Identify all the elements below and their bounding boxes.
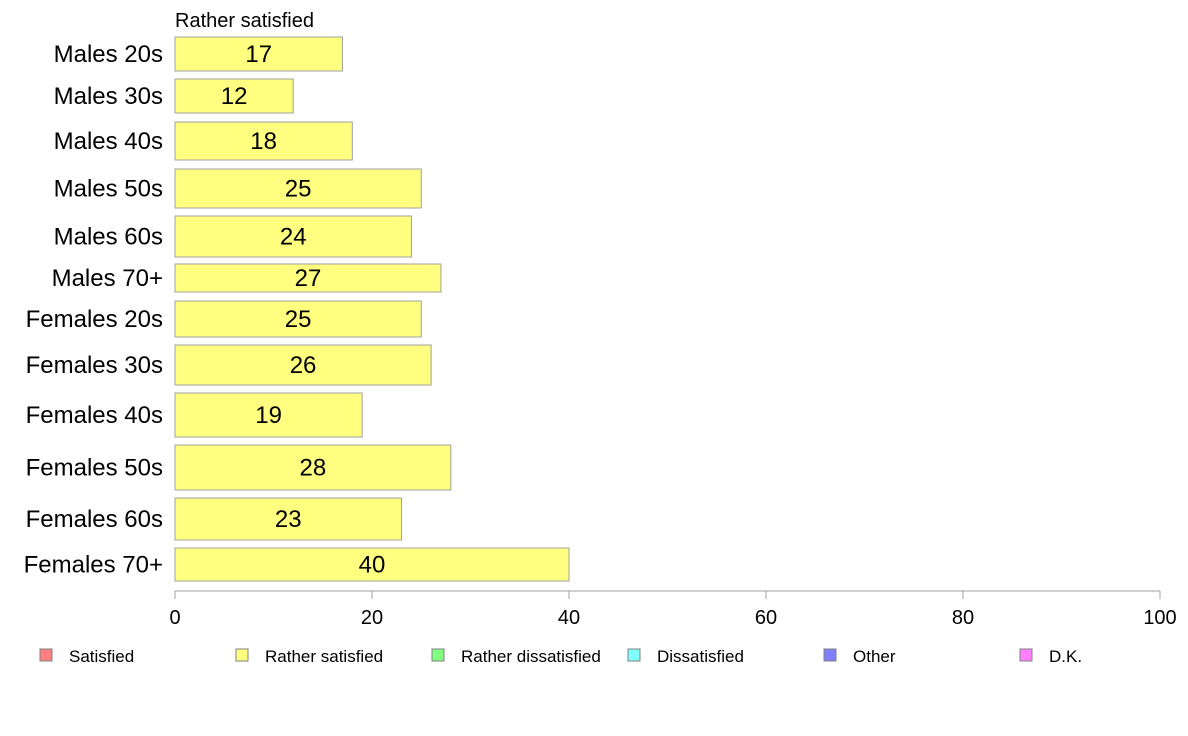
- legend-swatch: [39, 648, 53, 662]
- category-label: Males 70+: [52, 265, 163, 292]
- bar: [174, 78, 294, 114]
- legend-label: Rather dissatisfied: [461, 647, 601, 666]
- value-label: 40: [359, 552, 386, 579]
- category-label: Males 50s: [54, 176, 163, 203]
- category-label: Males 30s: [54, 83, 163, 110]
- value-label: 17: [245, 41, 272, 68]
- bar: [174, 547, 570, 582]
- x-tick-label: 20: [361, 607, 383, 629]
- legend-label: Other: [853, 647, 896, 666]
- value-label: 27: [295, 265, 322, 292]
- legend-label: D.K.: [1049, 647, 1082, 666]
- value-label: 26: [290, 352, 317, 379]
- bar: [174, 344, 432, 386]
- x-tick-label: 40: [558, 607, 580, 629]
- category-label: Females 40s: [26, 402, 163, 429]
- category-label: Females 60s: [26, 506, 163, 533]
- x-tick-label: 60: [755, 607, 777, 629]
- legend-swatch: [823, 648, 837, 662]
- bar: [174, 263, 442, 293]
- value-label: 18: [250, 128, 277, 155]
- category-label: Females 30s: [26, 352, 163, 379]
- legend-swatch: [431, 648, 445, 662]
- legend-swatch: [1019, 648, 1033, 662]
- value-label: 25: [285, 306, 312, 333]
- bar: [174, 168, 422, 209]
- category-label: Males 60s: [54, 224, 163, 251]
- category-label: Females 50s: [26, 455, 163, 482]
- legend-swatch: [627, 648, 641, 662]
- value-label: 24: [280, 224, 307, 251]
- category-label: Females 20s: [26, 306, 163, 333]
- category-label: Males 20s: [54, 41, 163, 68]
- legend-label: Rather satisfied: [265, 647, 383, 666]
- bar: [174, 300, 422, 338]
- bar: [174, 392, 363, 438]
- category-label: Females 70+: [24, 552, 163, 579]
- value-label: 19: [255, 402, 282, 429]
- x-tick-label: 0: [169, 607, 180, 629]
- bar: [174, 36, 343, 72]
- x-tick-label: 80: [952, 607, 974, 629]
- category-labels: Males 20s Males 30s Males 40s Males 50s Male…: [24, 41, 163, 579]
- value-label: 28: [300, 455, 327, 482]
- x-tick-label: 100: [1143, 607, 1176, 629]
- value-label: 12: [221, 83, 248, 110]
- legend-swatch: [235, 648, 249, 662]
- bar: [174, 215, 412, 258]
- category-label: Males 40s: [54, 128, 163, 155]
- legend: Satisfied Rather satisfied Rather dissatis…: [39, 647, 1082, 666]
- value-label: 25: [285, 176, 312, 203]
- bar: [174, 444, 452, 491]
- x-axis: 0 20 40 60 80 100: [169, 590, 1177, 629]
- bars-group: [174, 36, 570, 582]
- legend-label: Dissatisfied: [657, 647, 744, 666]
- bar: [174, 497, 403, 541]
- legend-label: Satisfied: [69, 647, 134, 666]
- series-title: Rather satisfied: [175, 10, 314, 32]
- value-label: 23: [275, 506, 302, 533]
- bar: [174, 121, 353, 161]
